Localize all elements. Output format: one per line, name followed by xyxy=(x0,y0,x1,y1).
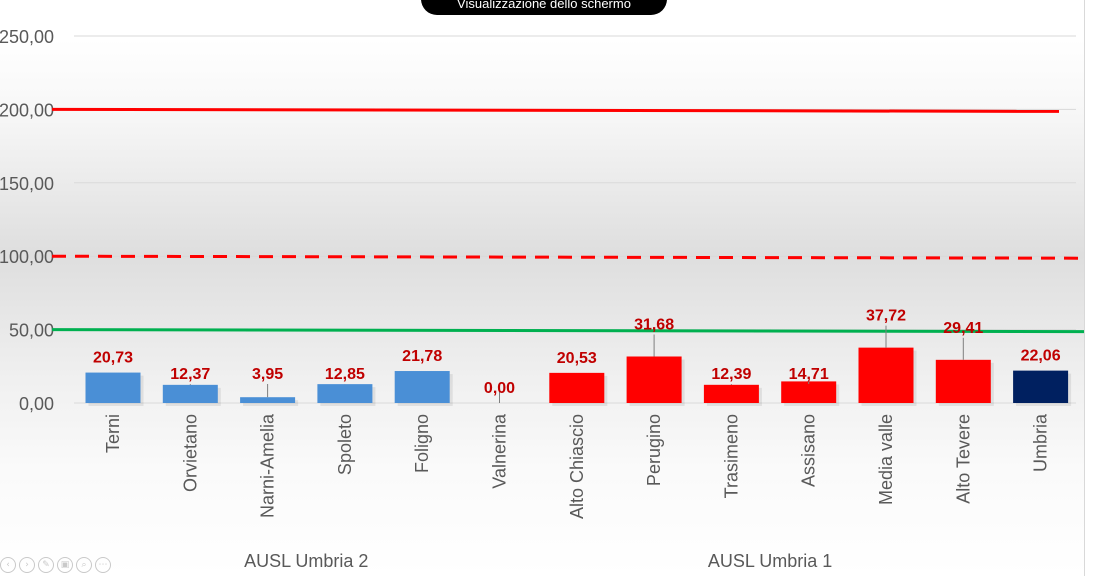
data-label: 12,85 xyxy=(325,366,365,383)
data-label: 29,41 xyxy=(943,320,983,337)
next-icon[interactable]: › xyxy=(19,557,35,573)
bar xyxy=(935,359,991,403)
bar xyxy=(85,372,141,403)
category-label: Umbria xyxy=(1031,413,1051,472)
reference-line xyxy=(51,254,1085,260)
category-label: Narni-Amelia xyxy=(258,413,278,518)
data-label: 12,39 xyxy=(711,366,751,383)
category-label: Orvietano xyxy=(180,414,200,492)
bars xyxy=(85,347,1072,406)
group-label: AUSL Umbria 1 xyxy=(708,551,832,571)
category-label: Media valle xyxy=(876,414,896,505)
y-tick-label: 50,00 xyxy=(9,321,54,341)
y-tick-label: 0,00 xyxy=(19,394,54,414)
gridlines xyxy=(74,35,1076,404)
data-label: 31,68 xyxy=(634,316,674,333)
category-label: Alto Tevere xyxy=(953,414,973,504)
data-label: 20,53 xyxy=(557,350,597,367)
data-label: 3,95 xyxy=(252,366,283,383)
bar-shadow xyxy=(243,400,299,406)
more-icon[interactable]: ⋯ xyxy=(95,557,111,573)
bar xyxy=(549,372,605,403)
category-label: Spoleto xyxy=(335,414,355,475)
bar xyxy=(626,356,682,403)
x-axis-categories: Terni Orvietano Narni-Amelia Spoleto Foligno… xyxy=(103,413,1051,519)
category-label: Trasimeno xyxy=(721,414,741,498)
category-label: Valnerina xyxy=(490,413,510,489)
y-tick-label: 150,00 xyxy=(0,174,54,194)
data-label: 20,73 xyxy=(93,350,133,367)
y-tick-label: 200,00 xyxy=(0,100,54,120)
bar xyxy=(394,371,450,403)
bar xyxy=(781,381,837,403)
reference-line xyxy=(51,328,1085,334)
y-tick-label: 250,00 xyxy=(0,27,54,47)
screen-sharing-toast[interactable]: Visualizzazione dello schermo xyxy=(421,0,667,15)
slideshow-toolbar: ‹ › ✎ ▣ ⌕ ⋯ xyxy=(0,557,111,573)
bar xyxy=(1013,370,1069,403)
prev-icon[interactable]: ‹ xyxy=(0,557,16,573)
bar xyxy=(858,347,914,403)
category-label: Assisano xyxy=(799,414,819,487)
x-axis-groups: AUSL Umbria 2 AUSL Umbria 1 xyxy=(244,551,832,571)
data-label: 21,78 xyxy=(402,348,442,365)
category-label: Perugino xyxy=(644,414,664,486)
data-label: 22,06 xyxy=(1021,348,1061,365)
bar xyxy=(317,384,373,403)
reference-lines xyxy=(51,107,1085,334)
slides-icon[interactable]: ▣ xyxy=(57,557,73,573)
zoom-icon[interactable]: ⌕ xyxy=(76,557,92,573)
bar xyxy=(162,384,218,403)
window-edge xyxy=(1084,0,1093,576)
category-label: Terni xyxy=(103,414,123,453)
data-label: 14,71 xyxy=(789,366,829,383)
data-label: 0,00 xyxy=(484,380,515,397)
bar xyxy=(703,384,759,403)
reference-line xyxy=(51,107,1060,113)
data-label: 37,72 xyxy=(866,308,906,325)
category-label: Foligno xyxy=(412,414,432,473)
pen-icon[interactable]: ✎ xyxy=(38,557,54,573)
y-axis: 0,00 50,00 100,00 150,00 200,00 250,00 xyxy=(0,27,54,414)
y-tick-label: 100,00 xyxy=(0,247,54,267)
group-label: AUSL Umbria 2 xyxy=(244,551,368,571)
bar xyxy=(240,397,296,403)
data-labels: 20,73 12,37 3,95 12,85 21,78 0,00 20,53 31,68 12… xyxy=(93,308,1061,403)
category-label: Alto Chiascio xyxy=(567,414,587,519)
data-label: 12,37 xyxy=(170,366,210,383)
